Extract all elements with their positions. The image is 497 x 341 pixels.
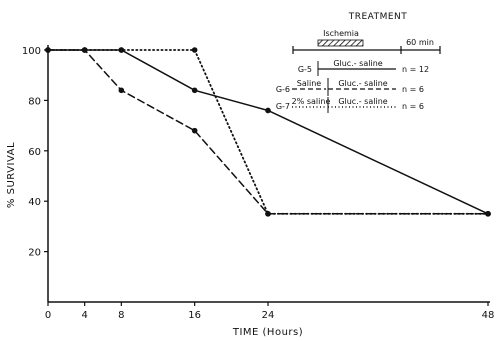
series-line-g-7 [47, 49, 489, 215]
series-layer [45, 47, 491, 217]
treatment-title: TREATMENT [348, 12, 408, 22]
x-tick-label: 8 [118, 310, 124, 321]
y-tick-label: 20 [28, 248, 41, 259]
data-point-g-7 [485, 211, 491, 217]
legend-g5-n: n = 12 [402, 65, 429, 74]
legend-group-g5: G-5 [298, 65, 312, 74]
legend-g5-treatment: Gluc.- saline [333, 59, 382, 68]
x-tick-label: 24 [262, 310, 275, 321]
ischemia-label: Ischemia [323, 29, 359, 38]
x-tick-label: 4 [81, 310, 87, 321]
series-line-g-6 [47, 49, 489, 215]
data-point-g-6 [118, 87, 125, 94]
y-axis-title: % SURVIVAL [6, 142, 17, 208]
data-point-g-7 [81, 47, 88, 53]
y-tick-label: 40 [28, 197, 41, 208]
legend-g6-pre-label: Saline [297, 79, 321, 88]
data-point-g-5 [191, 87, 198, 94]
x-tick-label: 48 [482, 310, 495, 321]
legend-g7-pre-label: 2% saline [292, 97, 331, 106]
ischemia-bar [317, 39, 364, 47]
data-point-g-5 [265, 107, 271, 114]
data-point-g-7 [118, 47, 125, 53]
x-tick-label: 16 [188, 310, 201, 321]
legend-group-g7: G-7 [276, 102, 290, 111]
data-point-g-7 [191, 47, 198, 53]
data-point-g-6 [191, 127, 198, 134]
legend-group-g6: G-6 [276, 85, 290, 94]
series-line-g-5 [47, 49, 489, 215]
y-tick-label: 60 [28, 147, 41, 158]
legend-g7-treatment: Gluc.- saline [338, 97, 387, 106]
data-point-g-7 [265, 211, 271, 217]
x-ticks: 0 4 8 16 24 48 [45, 302, 495, 321]
treatment-legend: TREATMENT Ischemia 60 min G-5 Gluc.- sal… [276, 12, 441, 113]
y-ticks: 20 40 60 80 100 [22, 46, 48, 259]
x-axis-title: TIME (Hours) [232, 327, 303, 338]
legend-g6-n: n = 6 [402, 85, 424, 94]
y-tick-label: 80 [28, 96, 41, 107]
legend-g6-treatment: Gluc.- saline [338, 79, 387, 88]
y-tick-label: 100 [22, 46, 41, 57]
duration-label: 60 min [406, 38, 434, 47]
legend-g7-n: n = 6 [402, 102, 424, 111]
x-tick-label: 0 [45, 310, 51, 321]
data-point-g-7 [45, 47, 51, 53]
